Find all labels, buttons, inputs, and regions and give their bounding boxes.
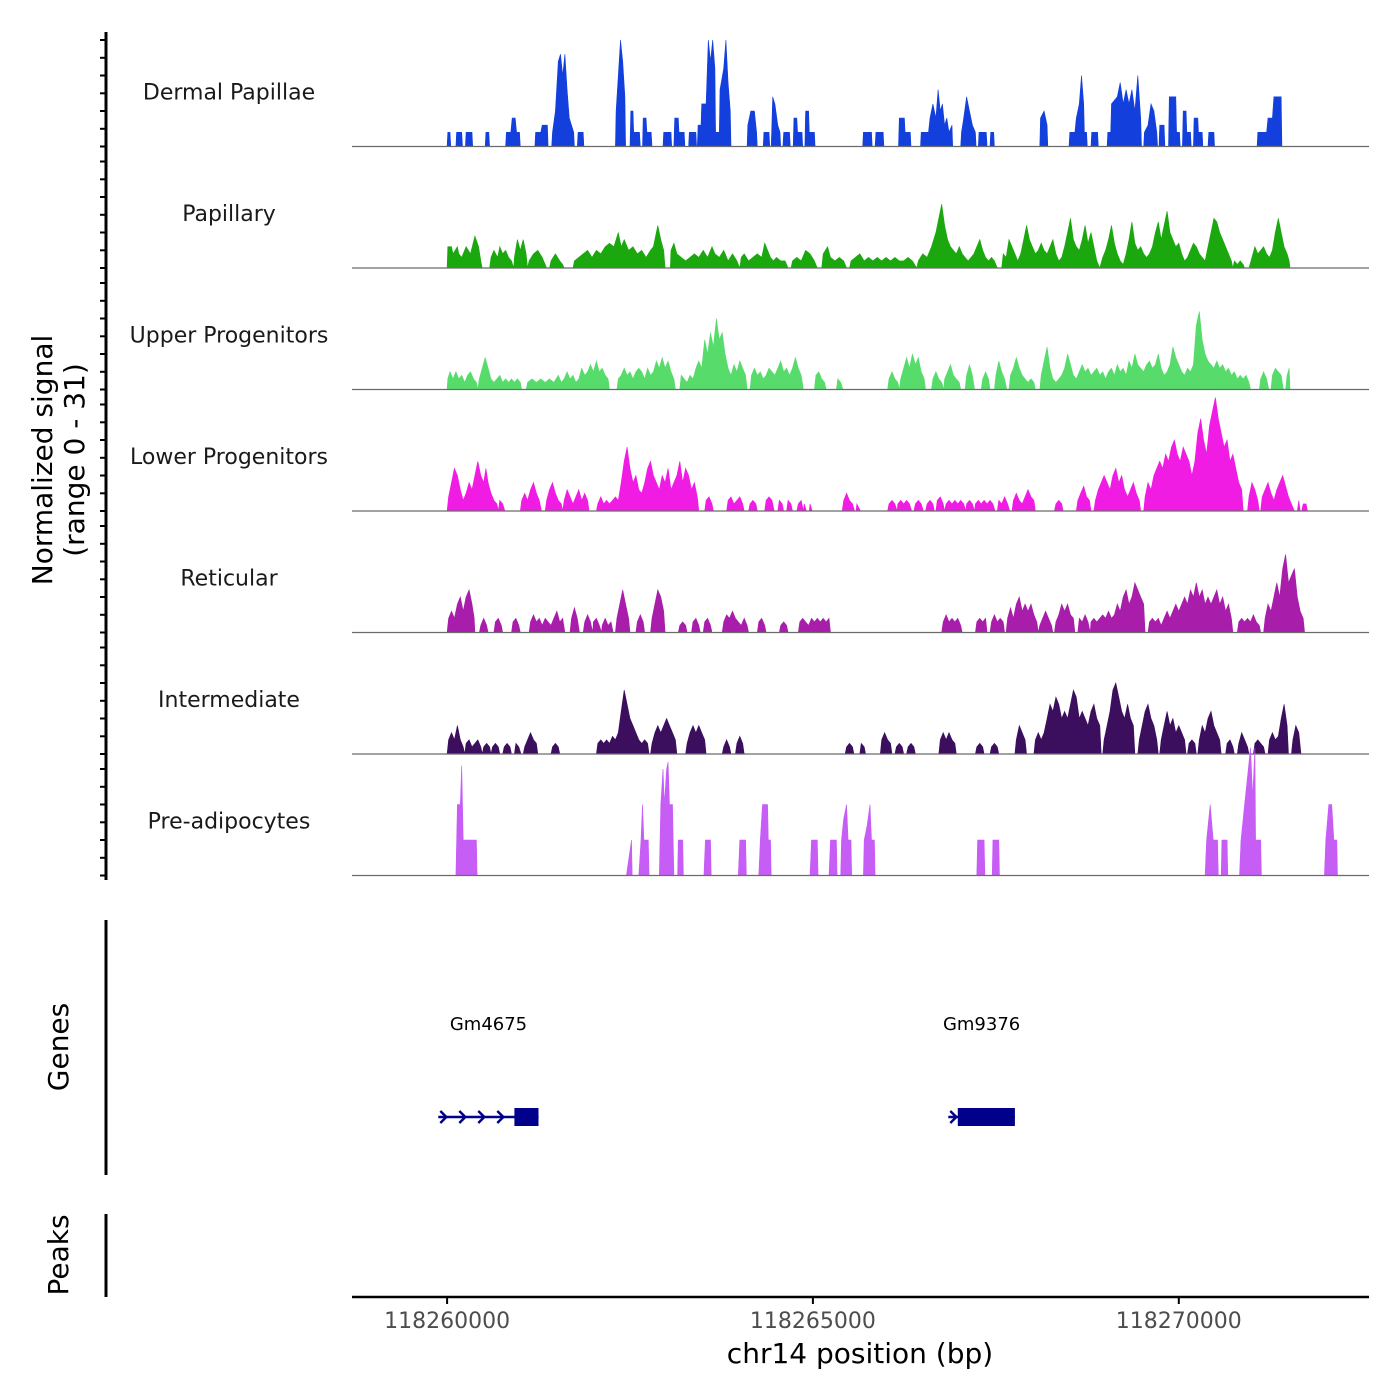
x-axis-ticks: 118260000 118265000 118270000 [384,1297,1242,1334]
track-reticular: Reticular [180,554,1369,634]
gene-exon [957,1108,1015,1126]
track-signal-area [446,311,1291,390]
strand-arrow-icon [439,1110,449,1124]
gene-gm4675: Gm4675 [438,1014,539,1126]
y-axis-title-line2: (range 0 - 31) [58,363,91,557]
track-label: Reticular [180,567,278,592]
gene-label: Gm4675 [450,1014,527,1035]
track-pre-adipocytes: Pre-adipocytes [148,747,1369,877]
x-axis-tick-label: 118270000 [1116,1309,1242,1334]
track-signal-area [446,554,1305,633]
track-dermal-papillae: Dermal Papillae [143,39,1369,148]
track-lower-progenitors: Lower Progenitors [130,397,1369,512]
x-axis-title: chr14 position (bp) [727,1337,993,1370]
y-axis-title-line1: Normalized signal [26,335,59,586]
x-axis-tick-label: 118265000 [750,1309,876,1334]
gene-gm9376: Gm9376 [943,1014,1020,1126]
strand-arrow-icon [458,1110,468,1124]
track-label: Lower Progenitors [130,445,328,470]
signal-y-axis-ticks [100,39,106,877]
strand-arrow-icon [949,1110,959,1124]
track-signal-area [446,681,1302,755]
x-axis-tick-label: 118260000 [384,1309,510,1334]
genes-panel-title: Genes [42,1003,75,1091]
track-label: Dermal Papillae [143,81,315,106]
track-signal-area [455,747,1338,876]
track-intermediate: Intermediate [158,681,1369,755]
track-label: Intermediate [158,688,300,713]
track-signal-area [446,397,1308,512]
track-label: Pre-adipocytes [148,810,311,835]
track-upper-progenitors: Upper Progenitors [130,311,1369,391]
gene-exon [514,1108,539,1126]
track-signal-area [446,39,1283,147]
track-label: Upper Progenitors [130,324,329,349]
gene-label: Gm9376 [943,1014,1020,1035]
signal-tracks: Dermal Papillae Papillary Upper Progenitor… [130,39,1369,877]
track-papillary: Papillary [182,202,1369,270]
strand-arrow-icon [496,1110,506,1124]
track-label: Papillary [182,202,276,227]
genes-panel: Gm4675 Gm9376 [438,1014,1020,1126]
strand-arrow-icon [477,1110,487,1124]
y-axis-title: Normalized signal (range 0 - 31) [26,335,91,586]
track-signal-area [446,204,1291,270]
peaks-panel-title: Peaks [42,1214,75,1295]
